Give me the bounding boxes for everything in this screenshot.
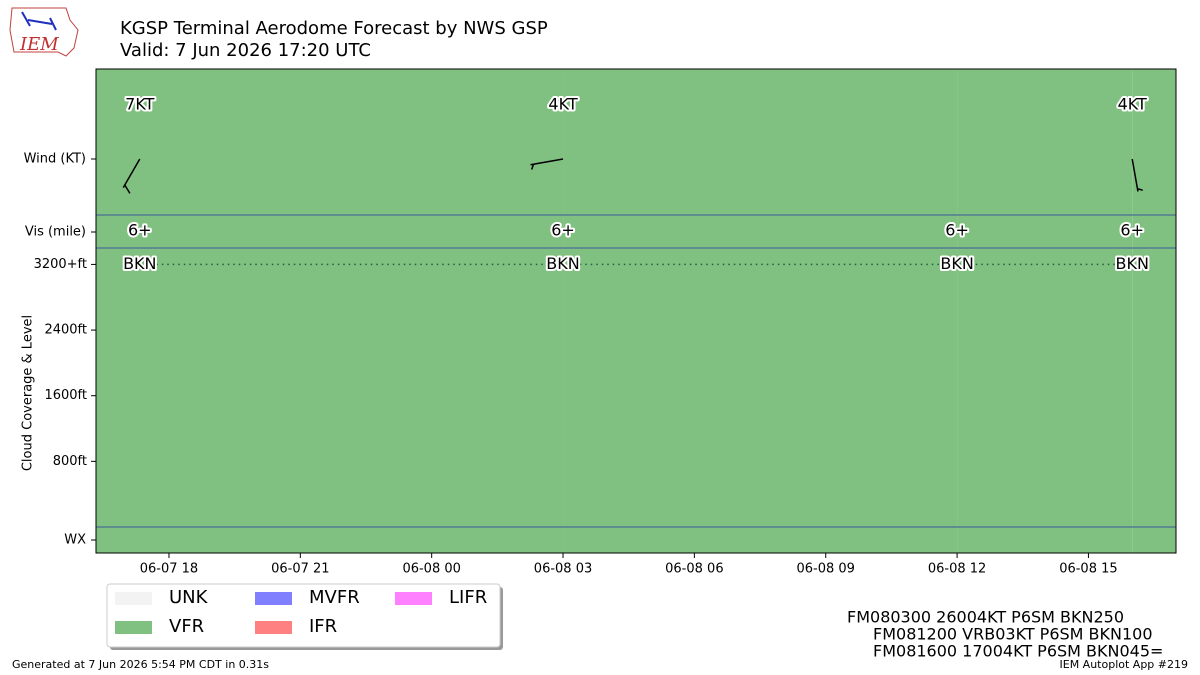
row-label: Vis (mile): [25, 225, 86, 240]
legend-label: VFR: [169, 616, 204, 637]
wind-label: 4KT: [548, 95, 577, 114]
legend-swatch: [395, 592, 432, 605]
legend-swatch: [115, 592, 152, 605]
x-tick-label: 06-07 21: [271, 562, 329, 577]
legend-swatch: [115, 621, 152, 634]
legend-swatch: [255, 592, 292, 605]
footer-right: IEM Autoplot App #219: [1060, 658, 1189, 671]
x-tick-label: 06-08 15: [1059, 562, 1117, 577]
y-tick-label: 3200+ft: [34, 257, 87, 272]
x-tick-label: 06-08 00: [402, 562, 460, 577]
barb-staff: [122, 158, 141, 188]
vis-label: 6+: [128, 221, 152, 240]
wind-barb: [530, 158, 564, 170]
wind-barb: [122, 158, 141, 194]
y-axis-label: Cloud Coverage & Level: [21, 315, 36, 471]
legend-label: UNK: [169, 587, 209, 608]
vis-label: 6+: [551, 221, 575, 240]
wind-label: 4KT: [1118, 95, 1147, 114]
vis-label: 6+: [945, 221, 969, 240]
taf-line: FM080300 26004KT P6SM BKN250: [847, 608, 1124, 627]
legend-label: LIFR: [449, 587, 487, 608]
legend-box: [106, 583, 501, 648]
legend-swatch: [255, 621, 292, 634]
x-tick-label: 06-08 12: [928, 562, 986, 577]
barb-flag: [1137, 187, 1143, 192]
chart-subtitle: Valid: 7 Jun 2026 17:20 UTC: [120, 40, 371, 61]
vis-label: 6+: [1120, 221, 1144, 240]
x-tick-label: 06-07 18: [140, 562, 198, 577]
barb-staff: [1131, 158, 1139, 192]
legend: UNK VFR MVFR IFR LIFR: [106, 583, 503, 650]
cloud-label: BKN: [940, 254, 973, 273]
taf-line: FM081600 17004KT P6SM BKN045=: [873, 642, 1163, 661]
legend-label: IFR: [309, 616, 337, 637]
logo-text: IEM: [19, 34, 59, 55]
y-tick-label: 800ft: [53, 454, 87, 469]
plot-frame: [95, 68, 1177, 554]
cloud-label: BKN: [123, 254, 156, 273]
barb-flag: [124, 184, 131, 194]
chart-title: KGSP Terminal Aerodome Forecast by NWS G…: [120, 18, 548, 39]
wind-barb: [1131, 158, 1143, 192]
barb-staff: [530, 158, 564, 166]
category-band: [563, 69, 958, 553]
cloud-label: BKN: [1115, 254, 1148, 273]
taf-line: FM081200 VRB03KT P6SM BKN100: [873, 625, 1153, 644]
legend-label: MVFR: [309, 587, 360, 608]
y-tick-label: 2400ft: [44, 323, 87, 338]
category-band: [957, 69, 1133, 553]
logo-icon: [21, 11, 57, 31]
y-tick-label: 1600ft: [44, 388, 87, 403]
footer-left: Generated at 7 Jun 2026 5:54 PM CDT in 0…: [12, 658, 269, 671]
x-tick-label: 06-08 06: [665, 562, 723, 577]
wind-label: 7KT: [125, 95, 154, 114]
row-label: WX: [64, 533, 86, 548]
cloud-label: BKN: [546, 254, 579, 273]
barb-flag: [530, 163, 535, 170]
category-band: [96, 69, 564, 553]
x-tick-label: 06-08 09: [797, 562, 855, 577]
logo: IEM: [9, 7, 79, 57]
x-tick-label: 06-08 03: [534, 562, 592, 577]
row-label: Wind (KT): [24, 152, 86, 167]
category-band: [1132, 69, 1176, 553]
